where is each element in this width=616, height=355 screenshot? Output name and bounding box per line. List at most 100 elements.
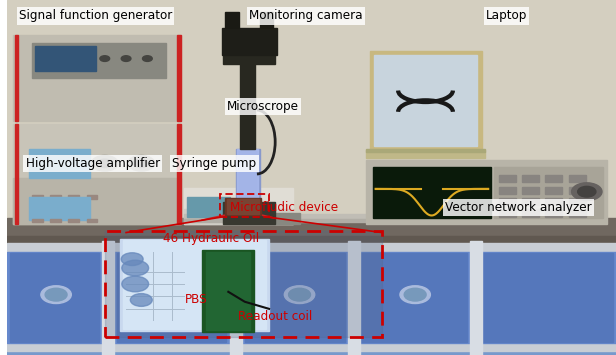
Bar	[15, 124, 18, 224]
Bar	[569, 198, 586, 205]
Bar	[370, 51, 482, 150]
Bar	[102, 241, 114, 355]
Text: Laptop: Laptop	[486, 10, 527, 22]
Circle shape	[122, 260, 148, 276]
Bar	[241, 252, 348, 343]
Bar	[522, 175, 540, 182]
Circle shape	[121, 253, 143, 266]
Circle shape	[45, 288, 67, 301]
Bar	[245, 253, 345, 342]
Bar	[123, 240, 266, 329]
Circle shape	[134, 159, 148, 168]
Bar	[15, 36, 18, 121]
Bar	[237, 149, 258, 202]
Bar	[225, 12, 238, 28]
Bar	[29, 149, 89, 178]
Text: Signal function generator: Signal function generator	[19, 10, 172, 22]
Bar	[224, 202, 275, 224]
Bar	[206, 252, 250, 330]
Bar	[14, 36, 181, 121]
Bar	[222, 28, 277, 55]
Circle shape	[100, 56, 110, 61]
Bar	[7, 218, 616, 238]
Text: Monitoring camera: Monitoring camera	[249, 10, 362, 22]
Bar	[545, 198, 562, 205]
Bar	[499, 175, 516, 182]
Circle shape	[578, 186, 596, 197]
Bar	[545, 209, 562, 217]
Bar	[522, 209, 540, 217]
Bar	[86, 195, 97, 199]
Bar	[357, 252, 470, 343]
Circle shape	[121, 56, 131, 61]
Bar	[14, 178, 181, 224]
Bar	[117, 253, 227, 342]
Bar	[373, 167, 491, 218]
Bar	[86, 219, 97, 222]
Bar	[7, 236, 616, 248]
Bar	[114, 252, 230, 343]
Bar	[470, 241, 482, 355]
Bar	[184, 188, 293, 224]
Bar	[569, 187, 586, 194]
Bar	[499, 209, 516, 217]
Bar	[236, 149, 260, 202]
Bar	[375, 55, 477, 146]
Bar	[34, 46, 95, 71]
Bar	[494, 167, 602, 218]
Bar	[230, 241, 241, 355]
Text: Microfludic device: Microfludic device	[230, 201, 338, 214]
Bar	[68, 195, 79, 199]
Bar	[14, 124, 181, 224]
Text: Vector network analyzer: Vector network analyzer	[445, 201, 592, 214]
Bar	[184, 209, 293, 224]
Bar	[522, 187, 540, 194]
Bar	[482, 253, 613, 342]
Circle shape	[142, 56, 152, 61]
Bar	[7, 243, 616, 252]
Bar	[499, 198, 516, 205]
Bar	[105, 231, 382, 337]
Bar	[545, 187, 562, 194]
Bar	[7, 241, 616, 355]
Bar	[7, 0, 616, 227]
Bar	[499, 187, 516, 194]
Bar	[29, 197, 89, 220]
Bar	[120, 239, 269, 331]
Bar	[10, 253, 99, 342]
Bar	[224, 55, 275, 64]
Bar	[32, 219, 43, 222]
Bar	[68, 219, 79, 222]
Bar	[184, 214, 367, 218]
Circle shape	[400, 286, 431, 304]
Bar	[177, 36, 181, 121]
Circle shape	[572, 183, 602, 201]
Bar	[50, 219, 61, 222]
Bar	[7, 343, 616, 351]
Circle shape	[128, 155, 155, 171]
Bar	[187, 197, 230, 217]
Bar	[479, 252, 616, 343]
Bar	[569, 209, 586, 217]
Bar	[367, 149, 485, 152]
Bar	[522, 198, 540, 205]
Bar	[545, 175, 562, 182]
Bar	[32, 43, 166, 78]
Text: High-voltage amplifier: High-voltage amplifier	[25, 157, 160, 170]
Bar	[227, 199, 259, 214]
Bar	[50, 195, 61, 199]
Bar	[202, 250, 254, 332]
Bar	[225, 198, 261, 215]
Circle shape	[41, 286, 71, 304]
Circle shape	[156, 286, 187, 304]
Circle shape	[285, 286, 315, 304]
Bar	[275, 213, 299, 224]
Text: Readout coil: Readout coil	[238, 310, 312, 323]
Bar	[177, 124, 181, 224]
Circle shape	[131, 294, 152, 306]
Text: PBS: PBS	[185, 294, 208, 306]
Bar	[32, 195, 43, 199]
Bar	[240, 36, 255, 149]
Bar	[7, 252, 102, 343]
Bar	[360, 253, 467, 342]
